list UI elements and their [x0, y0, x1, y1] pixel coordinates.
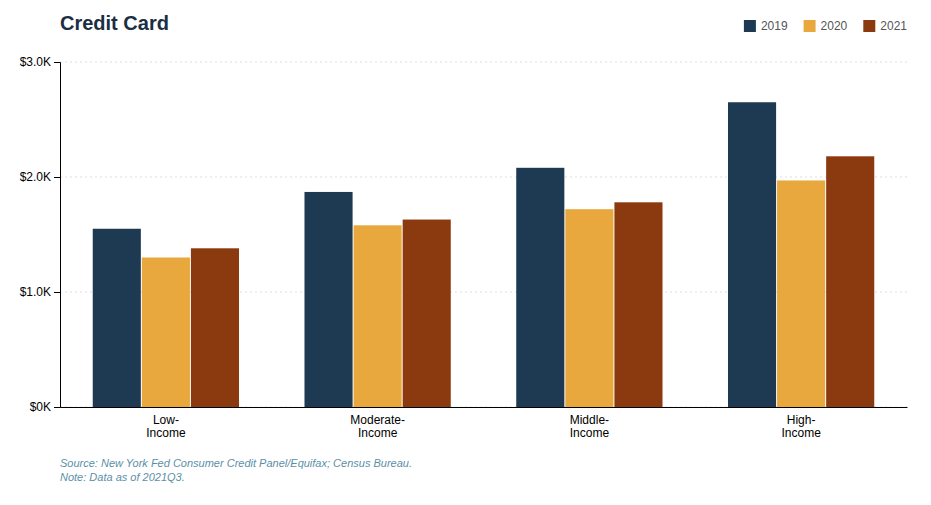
tick-mark — [54, 62, 60, 63]
plot: $0K $1.0K $2.0K $3.0K Low-Income Moderate-Inc… — [20, 55, 908, 440]
bar — [728, 102, 776, 407]
legend-item: 2019 — [744, 19, 788, 33]
annotation: Source: New York Fed Consumer Credit Pan… — [60, 457, 412, 483]
tick: $1.0K — [20, 285, 60, 299]
legend-swatch — [804, 20, 816, 32]
grid-line — [60, 177, 907, 178]
bar — [565, 209, 613, 407]
legend-swatch — [863, 20, 875, 32]
tick: Low-Income — [146, 413, 186, 441]
bar — [826, 156, 874, 407]
bar — [354, 225, 402, 407]
bar-series — [191, 156, 874, 407]
tick-label: $3.0K — [20, 55, 51, 69]
bar-series — [142, 180, 825, 407]
bar — [93, 229, 141, 407]
bars — [93, 102, 875, 407]
tick: $2.0K — [20, 170, 60, 184]
tick-label: $0K — [30, 400, 51, 414]
tick: $3.0K — [20, 55, 60, 69]
bar — [777, 180, 825, 407]
grid — [60, 62, 907, 407]
legend-label: 2019 — [761, 19, 788, 33]
legend-item: 2021 — [863, 19, 907, 33]
tick-label: High-Income — [781, 413, 821, 441]
tick-mark — [54, 292, 60, 293]
bar — [191, 248, 239, 407]
legend-label: 2021 — [880, 19, 907, 33]
tick-label: Low-Income — [146, 413, 186, 441]
legend-label: 2020 — [821, 19, 848, 33]
tick-label: $1.0K — [20, 285, 51, 299]
bar — [614, 202, 662, 407]
axis-line — [61, 407, 908, 408]
chart: $0K $1.0K $2.0K $3.0K Low-Income Moderate-Inc… — [0, 0, 931, 505]
title: Credit Card — [60, 12, 169, 34]
tick-label: Middle-Income — [570, 413, 610, 441]
axis-line — [54, 63, 61, 408]
tick: Moderate-Income — [350, 413, 405, 441]
tick-mark — [54, 177, 60, 178]
tick-mark — [54, 407, 60, 408]
grid-line — [60, 62, 907, 63]
tick: High-Income — [781, 413, 821, 441]
bar — [516, 168, 564, 407]
bar — [304, 192, 352, 407]
tick-label: Moderate-Income — [350, 413, 405, 441]
legend: 2019 2020 2021 — [744, 19, 907, 33]
tick: $0K — [30, 400, 60, 414]
y-axis: $0K $1.0K $2.0K $3.0K — [20, 55, 61, 414]
bar-series — [93, 102, 776, 407]
legend-item: 2020 — [804, 19, 848, 33]
tick: Middle-Income — [570, 413, 610, 441]
bar — [142, 258, 190, 408]
x-axis: Low-Income Moderate-Income Middle-Income Hi… — [61, 408, 908, 441]
tick-label: $2.0K — [20, 170, 51, 184]
bar — [403, 220, 451, 407]
legend-swatch — [744, 20, 756, 32]
